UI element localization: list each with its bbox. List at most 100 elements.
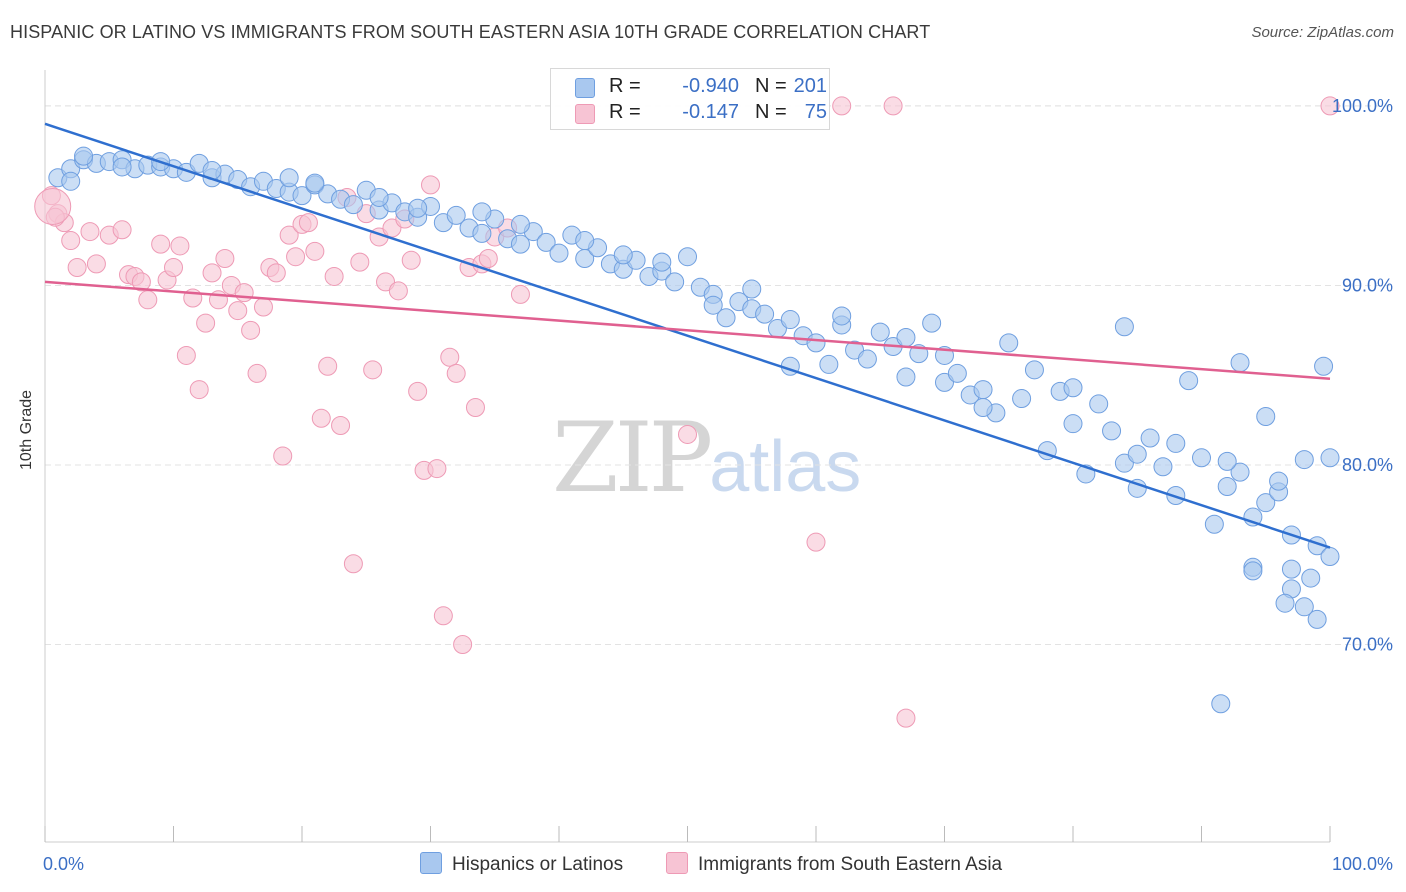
data-point-hispanics xyxy=(1269,471,1289,491)
x-tick-label: 0.0% xyxy=(43,854,84,874)
data-point-hispanics xyxy=(305,173,325,193)
data-point-immigrants xyxy=(86,254,106,274)
legend-n-value: 75 xyxy=(804,101,827,123)
tick-labels: 70.0% 80.0% 90.0% 100.0% 0.0% 100.0% xyxy=(43,96,1393,874)
data-point-hispanics xyxy=(1281,559,1301,579)
data-point-hispanics xyxy=(61,171,81,191)
watermark-zip: ZIP xyxy=(552,402,713,514)
data-point-hispanics xyxy=(292,186,312,206)
x-tick-label: 100.0% xyxy=(1332,854,1393,874)
data-point-immigrants xyxy=(196,313,216,333)
data-point-immigrants xyxy=(273,446,293,466)
data-point-immigrants xyxy=(331,415,351,435)
data-point-immigrants xyxy=(34,187,72,225)
data-point-hispanics xyxy=(408,198,428,218)
data-point-hispanics xyxy=(780,310,800,330)
data-point-hispanics xyxy=(369,187,389,207)
data-point-immigrants xyxy=(241,320,261,340)
data-point-immigrants xyxy=(427,459,447,479)
legend-r-label: R = xyxy=(609,101,641,123)
data-point-immigrants xyxy=(388,281,408,301)
bottom-legend-label: Hispanics or Latinos xyxy=(452,854,624,875)
data-point-hispanics xyxy=(446,205,466,225)
bottom-legend-label: Immigrants from South Eastern Asia xyxy=(698,854,1003,875)
data-point-hispanics xyxy=(1307,609,1327,629)
data-point-hispanics xyxy=(1204,514,1224,534)
data-point-immigrants xyxy=(350,252,370,272)
data-point-immigrants xyxy=(286,247,306,267)
data-point-hispanics xyxy=(1275,593,1295,613)
data-point-immigrants xyxy=(806,532,826,552)
data-point-hispanics xyxy=(896,367,916,387)
data-point-hispanics xyxy=(1114,317,1134,337)
bottom-legend-swatch-blue xyxy=(420,852,442,874)
data-point-immigrants xyxy=(421,175,440,195)
data-point-hispanics xyxy=(1063,414,1083,434)
legend-n-label: N = xyxy=(755,75,787,97)
data-point-hispanics xyxy=(1294,450,1314,470)
data-point-hispanics xyxy=(1256,493,1276,513)
data-point-immigrants xyxy=(832,96,852,116)
trend-lines xyxy=(44,122,1331,549)
legend-n-value: 201 xyxy=(793,75,827,97)
data-point-hispanics xyxy=(74,146,94,166)
data-point-hispanics xyxy=(1314,356,1334,376)
data-point-hispanics xyxy=(510,234,530,254)
data-point-immigrants xyxy=(305,241,325,261)
data-point-hispanics xyxy=(472,223,492,243)
legend-n-label: N = xyxy=(755,101,787,123)
data-point-hispanics xyxy=(1230,353,1250,373)
data-point-hispanics xyxy=(1211,694,1231,714)
data-point-immigrants xyxy=(266,263,286,283)
data-point-immigrants xyxy=(131,272,151,292)
data-point-immigrants xyxy=(61,231,81,251)
data-point-hispanics xyxy=(806,333,826,353)
bottom-legend-swatch-pink xyxy=(666,852,688,874)
data-point-hispanics xyxy=(1179,371,1199,391)
data-point-immigrants xyxy=(112,220,132,240)
data-point-hispanics xyxy=(870,322,890,342)
data-point-immigrants xyxy=(465,398,485,418)
data-point-hispanics xyxy=(755,304,775,324)
data-point-immigrants xyxy=(67,257,87,277)
data-point-hispanics xyxy=(896,328,916,348)
data-point-hispanics xyxy=(1217,451,1237,471)
data-point-hispanics xyxy=(1217,477,1237,497)
data-point-hispanics xyxy=(947,363,967,383)
data-point-hispanics xyxy=(279,168,299,188)
data-point-immigrants xyxy=(164,257,183,277)
y-axis-label: 10th Grade xyxy=(18,389,35,470)
data-point-hispanics xyxy=(1089,394,1109,414)
legend-r-value: -0.147 xyxy=(682,101,739,123)
y-tick-label: 100.0% xyxy=(1332,96,1393,116)
data-point-immigrants xyxy=(151,234,171,254)
data-point-hispanics xyxy=(1243,561,1263,581)
data-point-immigrants xyxy=(311,408,331,428)
data-point-hispanics xyxy=(742,279,762,299)
data-point-hispanics xyxy=(575,231,595,251)
data-point-hispanics xyxy=(832,306,852,326)
data-point-hispanics xyxy=(1127,444,1147,464)
data-point-hispanics xyxy=(1301,568,1321,588)
data-point-hispanics xyxy=(510,214,530,234)
data-point-hispanics xyxy=(1230,462,1250,482)
data-point-immigrants xyxy=(253,297,273,317)
correlation-legend: R = -0.940 N = 201 R = -0.147 N = 75 xyxy=(550,68,830,130)
data-point-immigrants xyxy=(408,381,428,401)
data-point-hispanics xyxy=(652,252,672,272)
data-point-hispanics xyxy=(973,380,993,400)
data-point-hispanics xyxy=(1320,448,1340,468)
data-point-immigrants xyxy=(176,345,196,365)
data-point-hispanics xyxy=(549,243,569,263)
data-point-immigrants xyxy=(228,301,248,321)
data-point-hispanics xyxy=(343,195,363,215)
data-point-hispanics xyxy=(112,157,132,177)
data-point-immigrants xyxy=(1320,96,1340,116)
legend-swatch-blue xyxy=(575,78,595,98)
chart-title: HISPANIC OR LATINO VS IMMIGRANTS FROM SO… xyxy=(10,22,931,42)
data-point-hispanics xyxy=(665,272,685,292)
data-point-immigrants xyxy=(343,554,363,574)
legend-r-value: -0.940 xyxy=(682,75,739,97)
data-point-hispanics xyxy=(1024,360,1044,380)
